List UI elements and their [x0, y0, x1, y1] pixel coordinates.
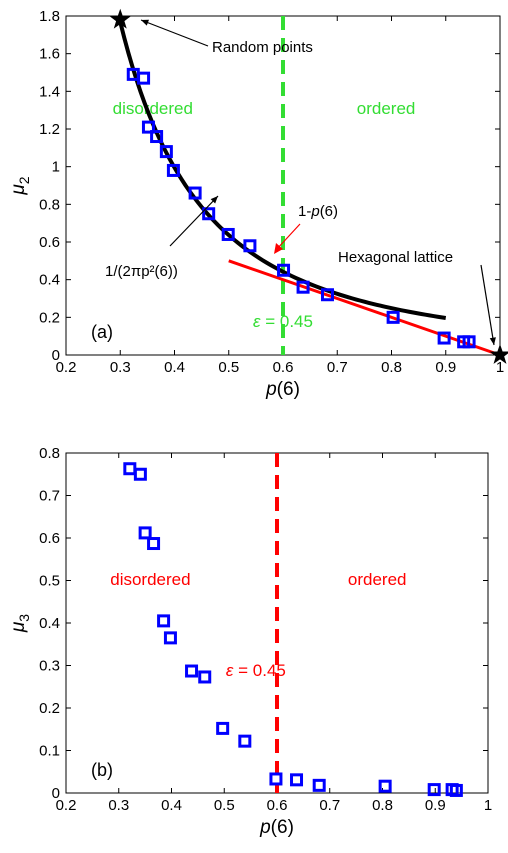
y-tick-label: 0: [52, 785, 60, 802]
data-point: [198, 670, 212, 684]
hexagonal-arrow-head: [489, 337, 496, 345]
x-tick-label: 1: [484, 797, 492, 814]
y-tick-label: 0.1: [39, 743, 60, 760]
star-marker: [109, 8, 131, 29]
y-tick-label: 1.8: [39, 8, 60, 25]
x-tick-label: 0.3: [108, 797, 129, 814]
x-tick-label: 0.4: [164, 359, 185, 376]
y-axis-label: μ2: [8, 176, 32, 195]
x-tick-label: 0.7: [327, 359, 348, 376]
data-point: [238, 734, 252, 748]
threshold-label: ε = 0.45: [226, 661, 286, 680]
x-tick-label: 0.5: [214, 797, 235, 814]
data-point: [150, 130, 164, 144]
panel-label: (a): [91, 322, 113, 342]
data-point: [133, 467, 147, 481]
threshold-label: ε = 0.45: [253, 312, 313, 331]
data-point: [378, 779, 392, 793]
fit-curve: [118, 21, 447, 320]
x-tick-label: 0.5: [218, 359, 239, 376]
y-tick-label: 0.4: [39, 272, 60, 289]
x-tick-label: 0.6: [273, 359, 294, 376]
y-tick-label: 0: [52, 347, 60, 364]
x-axis-label: p(6): [259, 817, 294, 838]
y-tick-label: 0.2: [39, 309, 60, 326]
region-label-disordered: disordered: [113, 99, 193, 118]
data-point: [188, 186, 202, 200]
region-label-disordered: disordered: [110, 570, 190, 589]
data-point: [163, 631, 177, 645]
y-tick-label: 0.4: [39, 615, 60, 632]
panel-label: (b): [91, 760, 113, 780]
y-tick-label: 0.5: [39, 573, 60, 590]
x-axis-label: p(6): [265, 379, 300, 400]
y-axis-label: μ3: [8, 614, 32, 633]
fit-curve-label: 1/(2πp²(6)): [105, 263, 178, 280]
data-point: [243, 239, 257, 253]
data-point: [202, 207, 216, 221]
y-tick-label: 0.3: [39, 658, 60, 675]
data-point: [296, 280, 310, 294]
linear-arrow-head: [274, 243, 283, 254]
x-tick-label: 0.9: [435, 359, 456, 376]
x-tick-label: 0.9: [425, 797, 446, 814]
x-tick-label: 0.7: [319, 797, 340, 814]
x-tick-label: 1: [496, 359, 504, 376]
data-point: [157, 614, 171, 628]
linear-arrow: [275, 223, 301, 251]
y-tick-label: 1: [52, 159, 60, 176]
x-tick-label: 0.2: [56, 359, 77, 376]
fit-curve-arrow-head: [210, 196, 218, 204]
random-points-arrow: [140, 19, 209, 47]
x-tick-label: 0.4: [161, 797, 182, 814]
data-point: [312, 778, 326, 792]
y-tick-label: 1.6: [39, 46, 60, 63]
region-label-ordered: ordered: [357, 99, 416, 118]
data-point: [123, 462, 137, 476]
data-point: [269, 772, 283, 786]
data-point: [216, 721, 230, 735]
y-tick-label: 0.6: [39, 530, 60, 547]
data-point: [221, 227, 235, 241]
y-tick-label: 0.7: [39, 488, 60, 505]
y-tick-label: 0.2: [39, 700, 60, 717]
panel-b-chart: 0.2 0.3 0.4 0.5 0.6 0.7 0.8 0.9 1 0 0.1 0.2 0.3 0.4 0.…: [8, 445, 492, 838]
data-point: [141, 120, 155, 134]
data-point: [437, 331, 451, 345]
star-marker: [489, 344, 508, 364]
data-point: [427, 783, 441, 797]
region-label-ordered: ordered: [348, 570, 407, 589]
data-point: [290, 773, 304, 787]
panel-a-chart: 0.2 0.3 0.4 0.5 0.6 0.7 0.8 0.9 100.20.40.60.811…: [8, 8, 508, 400]
y-tick-label: 0.8: [39, 445, 60, 462]
fit-curve-arrow: [169, 195, 219, 247]
hexagonal-arrow: [480, 264, 495, 346]
data-point: [320, 288, 334, 302]
x-tick-label: 0.8: [381, 359, 402, 376]
data-point: [277, 263, 291, 277]
data-point: [147, 537, 161, 551]
linear-line: [228, 259, 501, 357]
x-tick-label: 0.3: [110, 359, 131, 376]
data-point: [138, 526, 152, 540]
random-points-label: Random points: [212, 39, 313, 56]
y-tick-label: 1.4: [39, 83, 60, 100]
y-tick-label: 1.2: [39, 121, 60, 138]
data-point: [449, 783, 463, 797]
data-point: [386, 310, 400, 324]
data-point: [462, 335, 476, 349]
x-tick-label: 0.2: [56, 797, 77, 814]
x-tick-label: 0.6: [267, 797, 288, 814]
linear-line-label: 1-p(6): [298, 203, 338, 220]
hexagonal-label: Hexagonal lattice: [338, 249, 453, 266]
random-points-arrow-head: [141, 19, 149, 26]
x-tick-label: 0.8: [372, 797, 393, 814]
data-point: [137, 71, 151, 85]
y-tick-label: 0.8: [39, 196, 60, 213]
data-point: [166, 163, 180, 177]
data-point: [159, 145, 173, 159]
data-point: [185, 664, 199, 678]
y-tick-label: 0.6: [39, 234, 60, 251]
